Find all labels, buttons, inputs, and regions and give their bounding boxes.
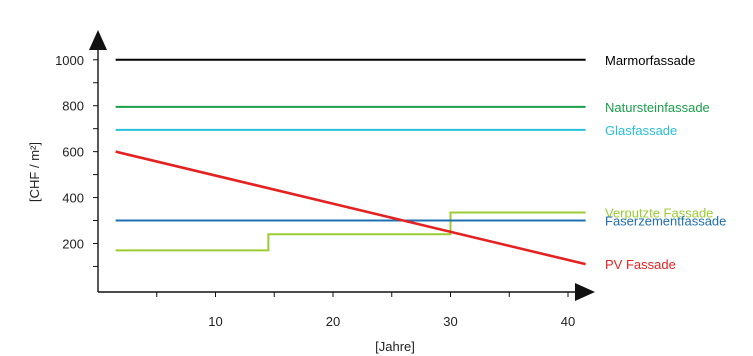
- y-axis-arrow: [89, 30, 107, 50]
- series-label-pv-fassade: PV Fassade: [605, 257, 676, 272]
- y-tick-label: 400: [62, 191, 84, 206]
- series-lines: [115, 58, 586, 266]
- y-tick-label: 600: [62, 145, 84, 160]
- y-axis-label: [CHF / m²]: [27, 142, 42, 202]
- series-label-marmorfassade: Marmorfassade: [605, 53, 695, 68]
- series-line-pv-fassade: [115, 150, 586, 266]
- y-tick-label: 1000: [55, 53, 84, 68]
- series-line-verputzte-fassade: [115, 211, 586, 252]
- series-labels: Marmorfassade Natursteinfassade Glasfassad…: [605, 53, 726, 272]
- x-tick-label: 20: [326, 314, 340, 329]
- y-tick-label: 800: [62, 99, 84, 114]
- x-axis-arrow: [575, 283, 595, 301]
- x-axis-label: [Jahre]: [375, 339, 415, 354]
- series-label-glasfassade: Glasfassade: [605, 123, 677, 138]
- series-label-natursteinfassade: Natursteinfassade: [605, 100, 710, 115]
- series-label-verputzte-fassade: Verputzte Fassade: [605, 205, 713, 220]
- x-tick-label: 30: [443, 314, 457, 329]
- axes: 10 20 30 40 200 400 600 800 1000: [55, 30, 595, 329]
- x-tick-label: 40: [561, 314, 575, 329]
- series-label-faserzementfassade: Faserzementfassade: [605, 214, 726, 229]
- x-tick-label: 10: [208, 314, 222, 329]
- y-tick-label: 200: [62, 236, 84, 251]
